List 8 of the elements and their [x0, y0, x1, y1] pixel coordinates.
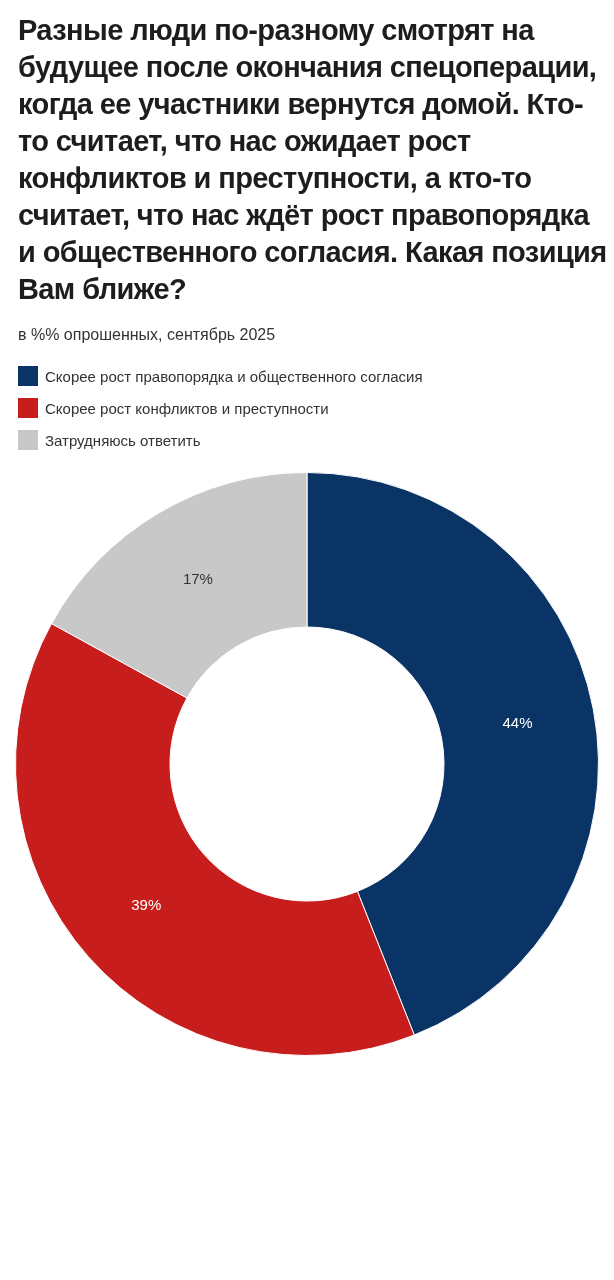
legend-label: Скорее рост правопорядка и общественного согласия: [45, 367, 423, 385]
chart-subtitle: в %% опрошенных, сентябрь 2025: [18, 326, 277, 344]
data-label: 39%: [131, 895, 162, 913]
chart-title: Разные люди по-разному смотрят на будущее после окончания спецоперации, когда ее участники вернутся домой. Кто-то считает, что нас ожидает рост конфликтов и преступности, а кто-то считает, что нас ждёт рост правопорядка и общественного согласия. Какая позиция Вам ближе?: [18, 13, 608, 307]
legend-label: Затрудняюсь ответить: [45, 431, 201, 449]
legend-label: Скорее рост конфликтов и преступности: [45, 399, 329, 417]
data-label: 17%: [182, 569, 213, 587]
data-label: 44%: [502, 713, 533, 731]
